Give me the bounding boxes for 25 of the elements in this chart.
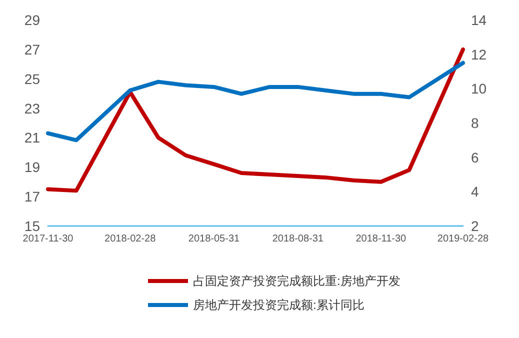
legend-label: 占固定资产投资完成额比重:房地产开发 <box>193 274 400 288</box>
y-tick-label: 29 <box>24 12 40 28</box>
legend-label: 房地产开发投资完成额:累计同比 <box>193 298 364 312</box>
x-tick-label: 2019-02-28 <box>437 234 490 244</box>
line-series <box>46 47 465 193</box>
y-tick-label: 25 <box>24 70 40 87</box>
line-series <box>46 60 465 142</box>
x-tick-label: 2018-08-31 <box>272 234 324 244</box>
x-tick-label: 2018-02-28 <box>104 234 156 244</box>
y-tick-label: 17 <box>24 188 40 205</box>
y2-tick-label: 10 <box>471 80 487 97</box>
y2-tick-label: 4 <box>471 184 479 200</box>
y2-tick-label: 14 <box>471 12 487 28</box>
y-tick-label: 23 <box>24 100 40 116</box>
y2-tick-label: 12 <box>471 46 487 62</box>
x-tick-label: 2018-05-31 <box>188 234 240 244</box>
y-tick-label: 21 <box>24 130 40 146</box>
y2-tick-label: 2 <box>471 218 479 234</box>
y2-tick-label: 6 <box>471 149 479 166</box>
x-tick-label: 2018-11-30 <box>356 234 407 244</box>
y-tick-label: 15 <box>24 218 40 234</box>
y-tick-label: 27 <box>24 41 40 58</box>
y2-tick-label: 8 <box>471 115 479 131</box>
x-tick-label: 2017-11-30 <box>22 234 74 244</box>
y-tick-label: 19 <box>24 159 40 176</box>
